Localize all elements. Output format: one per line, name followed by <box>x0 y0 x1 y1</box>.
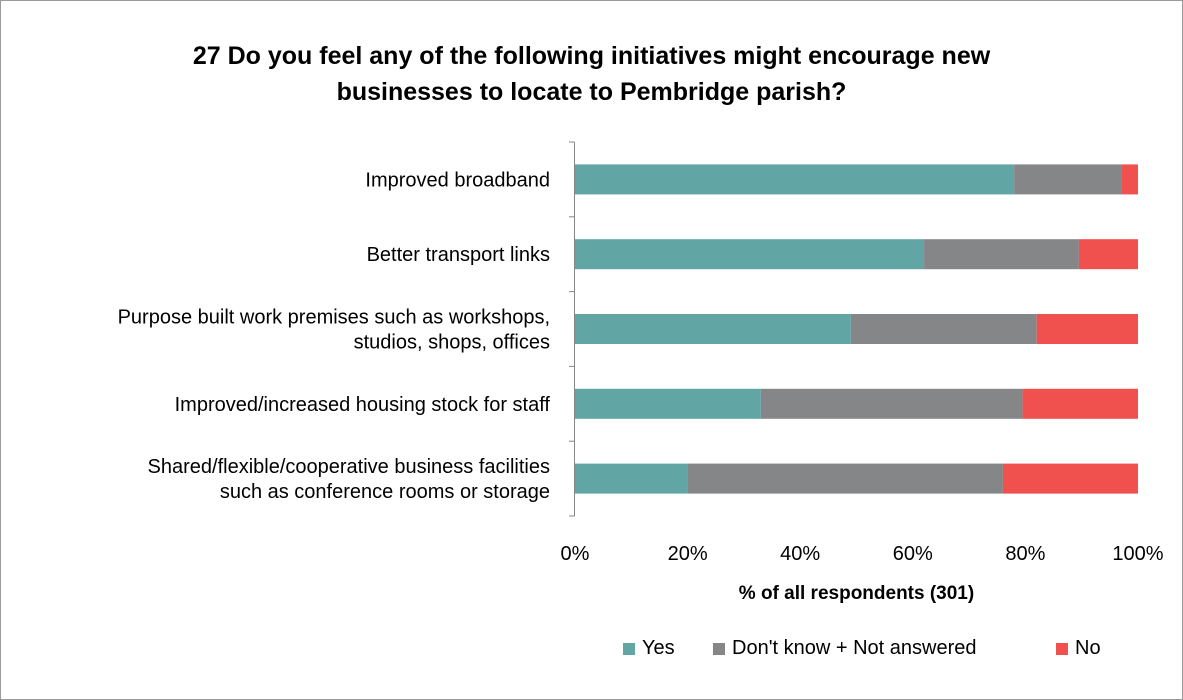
category-label-line: Improved/increased housing stock for sta… <box>175 394 551 416</box>
legend-item: No <box>1056 637 1101 660</box>
bar-segment <box>575 239 925 270</box>
bar-segment <box>687 463 1003 494</box>
legend-swatch <box>623 642 635 655</box>
category-label-line: such as conference rooms or storage <box>220 481 550 503</box>
legend-label: No <box>1075 637 1101 659</box>
legend-item: Yes <box>623 637 675 660</box>
bar-segment <box>575 164 1015 195</box>
bar-segment <box>1002 463 1138 494</box>
category-label: Shared/flexible/cooperative business fac… <box>148 456 550 503</box>
x-tick-label: 40% <box>780 543 820 565</box>
bar-segment <box>1022 388 1138 419</box>
category-label: Improved broadband <box>365 169 550 191</box>
bar-segment <box>575 463 688 494</box>
bar-segment <box>575 314 851 344</box>
legend-item: Don't know + Not answered <box>713 637 977 660</box>
category-label-line: Better transport links <box>367 244 550 266</box>
category-label-line: studios, shops, offices <box>354 332 550 354</box>
bar-segment <box>1014 164 1122 195</box>
legend-label: Yes <box>642 637 675 659</box>
category-label-line: Improved broadband <box>365 169 550 191</box>
bar-segment <box>924 239 1079 270</box>
legend-swatch <box>1056 642 1068 655</box>
category-label-line: Shared/flexible/cooperative business fac… <box>148 456 550 478</box>
bar-segment <box>1036 314 1138 344</box>
chart-title-line-2: businesses to locate to Pembridge parish… <box>336 78 847 106</box>
category-label: Better transport links <box>367 244 550 266</box>
x-tick-label: 20% <box>668 543 708 565</box>
bar-segment <box>850 314 1037 344</box>
chart-title: 27 Do you feel any of the following init… <box>0 38 1183 110</box>
x-axis-title: % of all respondents (301) <box>739 583 974 604</box>
chart-title-line-1: 27 Do you feel any of the following init… <box>192 42 991 70</box>
x-tick-label: 100% <box>1112 543 1163 565</box>
bar-segment <box>575 388 761 419</box>
x-tick-label: 60% <box>893 543 933 565</box>
bar-segment <box>1121 164 1138 195</box>
category-label: Purpose built work premises such as work… <box>118 307 550 354</box>
x-tick-label: 0% <box>561 543 590 565</box>
legend-swatch <box>713 642 725 655</box>
category-label-line: Purpose built work premises such as work… <box>118 307 550 329</box>
legend-label: Don't know + Not answered <box>732 637 977 659</box>
category-label: Improved/increased housing stock for sta… <box>175 394 551 416</box>
bar-segment <box>1078 239 1138 270</box>
bar-segment <box>760 388 1023 419</box>
x-tick-label: 80% <box>1005 543 1045 565</box>
